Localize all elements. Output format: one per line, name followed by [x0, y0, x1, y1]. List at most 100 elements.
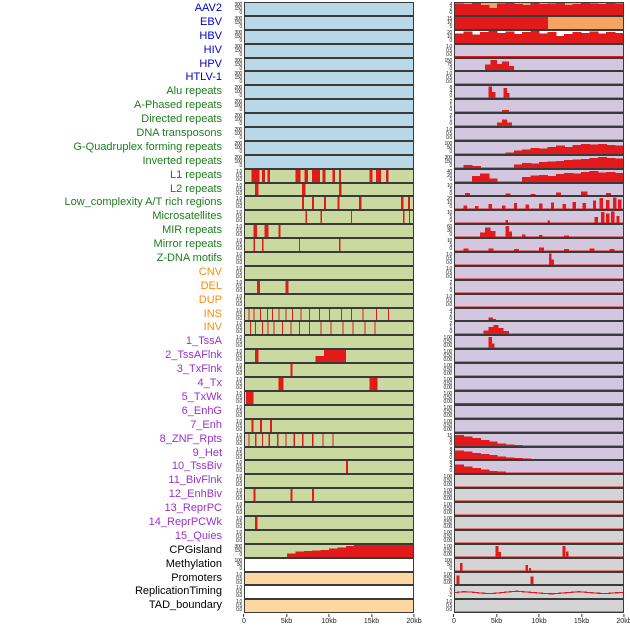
- y-tick-label: 300: [234, 71, 243, 78]
- y-tick-label: 0.5: [235, 242, 242, 249]
- track-row: 12_EnhBiv 1.0 0.5 0.0 1.00 0.50 0.00: [2, 488, 630, 503]
- x-axis-scale-right: 0 5kb 10kb 15kb 20kb: [452, 614, 630, 629]
- track-label: HIV: [203, 43, 222, 56]
- y-tick-label: 200: [234, 113, 243, 120]
- y-tick-label: 1.0: [445, 599, 452, 606]
- y-tick-label: 0.0: [235, 176, 242, 183]
- track-panel-left: [244, 57, 414, 72]
- y-tick-label: 4: [449, 307, 453, 314]
- y-tick-label: 0.0: [235, 329, 242, 336]
- track-panel-left: [244, 557, 414, 572]
- track-panel-left: [244, 571, 414, 586]
- y-tick-label: 100: [234, 131, 243, 138]
- y-axis-ticks-left: 1.0 0.5 0.0: [224, 419, 244, 433]
- track-panel-right: [454, 515, 624, 530]
- y-tick-label: 50: [237, 561, 242, 568]
- y-axis-ticks-left: 200 100 0: [224, 127, 244, 141]
- y-tick-label: 0: [239, 51, 243, 58]
- track-panel-right: [454, 252, 624, 266]
- y-tick-label: 150: [234, 6, 243, 12]
- track-panel-right: [454, 196, 624, 211]
- y-tick-label: 0.5: [235, 269, 242, 276]
- y-tick-label: 10: [447, 19, 452, 26]
- y-tick-label: 1: [449, 103, 453, 110]
- y-axis-ticks-right: 1.0 0.5 0.0: [414, 71, 454, 85]
- y-tick-label: 0.5: [235, 353, 242, 360]
- track-panel-right: [454, 15, 624, 30]
- y-tick-label: 1.0: [235, 168, 242, 175]
- y-tick-label: 0: [449, 162, 453, 169]
- y-tick-label: 0.00: [443, 523, 452, 530]
- y-tick-label: 0: [449, 148, 453, 155]
- y-axis-ticks-left: 1.0 0.5 0.0: [224, 169, 244, 183]
- track-panel-left: [244, 307, 414, 322]
- track-row: Microsatellites 1.0 0.5 0.0 10 5 0: [2, 210, 630, 225]
- y-tick-label: 1.0: [235, 349, 242, 356]
- y-tick-label: 5: [449, 214, 453, 221]
- x-tick: 20kb: [616, 614, 630, 625]
- y-tick-label: 0: [449, 190, 453, 197]
- y-tick-label: 0.5: [235, 464, 242, 471]
- track-panel-left: [244, 210, 414, 225]
- y-axis-ticks-left: 1.0 0.5 0.0: [224, 391, 244, 405]
- track-row: EBV 300 150 0 15 10 5: [2, 15, 630, 30]
- track-panel-left: [244, 599, 414, 614]
- y-axis-ticks-right: 150 75 0: [414, 58, 454, 72]
- track-row: DUP 1.0 0.5 0.0 1.0 0.5 0.0: [2, 293, 630, 308]
- y-axis-ticks-left: 100 50 0: [224, 558, 244, 572]
- y-tick-label: 0.50: [443, 506, 452, 513]
- y-tick-label: 0.5: [235, 381, 242, 388]
- y-axis-ticks-left: 200 100 0: [224, 113, 244, 127]
- y-axis-ticks-right: 1.00 0.50 0.00: [414, 474, 454, 488]
- y-tick-label: 150: [234, 47, 243, 54]
- track-label: 14_ReprPCWk: [148, 515, 222, 528]
- track-row: Mirror repeats 1.0 0.5 0.0 10 5 0: [2, 238, 630, 253]
- y-tick-label: 1.0: [235, 502, 242, 509]
- y-tick-label: 10: [447, 200, 452, 207]
- track-panel-right: [454, 349, 624, 364]
- y-tick-label: 1.0: [445, 252, 452, 259]
- track-row: 7_Enh 1.0 0.5 0.0 1.00 0.50 0.00: [2, 418, 630, 433]
- y-axis-ticks-left: 1.0 0.5 0.0: [224, 405, 244, 419]
- y-axis-ticks-left: 1.0 0.5 0.0: [224, 530, 244, 544]
- y-tick-label: 0: [239, 135, 243, 141]
- track-panel-left: [244, 154, 414, 169]
- y-tick-label: 0.0: [235, 426, 242, 433]
- track-panel-right: [454, 585, 624, 600]
- track-panel-right: [454, 85, 624, 100]
- y-tick-label: 1.00: [443, 502, 452, 509]
- y-axis-ticks-left: 1.0 0.5 0.0: [224, 224, 244, 238]
- track-label: 6_EnhG: [181, 404, 222, 417]
- y-tick-label: 0.5: [235, 339, 242, 346]
- y-tick-label: 0.0: [235, 523, 242, 530]
- x-tick: 0: [242, 614, 246, 625]
- y-tick-label: 150: [444, 158, 453, 165]
- track-panel-right: [454, 224, 624, 239]
- y-tick-label: 0.5: [235, 450, 242, 457]
- y-axis-ticks-right: 10 5 0: [414, 238, 454, 252]
- y-tick-label: 0: [449, 468, 453, 475]
- y-tick-label: 2: [449, 113, 453, 120]
- track-label: 2_TssAFlnk: [165, 349, 222, 362]
- track-panel-left: [244, 182, 414, 197]
- track-label: G-Quadruplex forming repeats: [73, 140, 222, 153]
- y-tick-label: 2: [449, 585, 453, 592]
- y-tick-label: 0.50: [443, 492, 452, 499]
- y-tick-label: 0.0: [235, 482, 242, 489]
- y-axis-ticks-right: 1.00 0.50 0.00: [414, 530, 454, 544]
- y-tick-label: 20: [447, 172, 452, 179]
- y-tick-label: 0: [239, 79, 243, 86]
- y-axis-ticks-right: 1.0 0.5 0.0: [414, 294, 454, 308]
- track-label: Low_complexity A/T rich regions: [64, 196, 222, 209]
- y-tick-label: 0: [449, 93, 453, 100]
- track-label: 3_TxFlnk: [176, 363, 222, 376]
- track-label: 13_ReprPC: [164, 502, 222, 515]
- tracks: AAV2 300 150 0 4 2 0 EBV 300 150 0 15 10 5 HBV 300 150 0 2…: [2, 2, 630, 614]
- y-tick-label: 1.0: [235, 432, 242, 439]
- track-panel-left: [244, 446, 414, 461]
- track-panel-right: [454, 140, 624, 155]
- track-panel-left: [244, 71, 414, 86]
- y-tick-label: 0.5: [235, 436, 242, 443]
- y-tick-label: 5: [449, 186, 453, 193]
